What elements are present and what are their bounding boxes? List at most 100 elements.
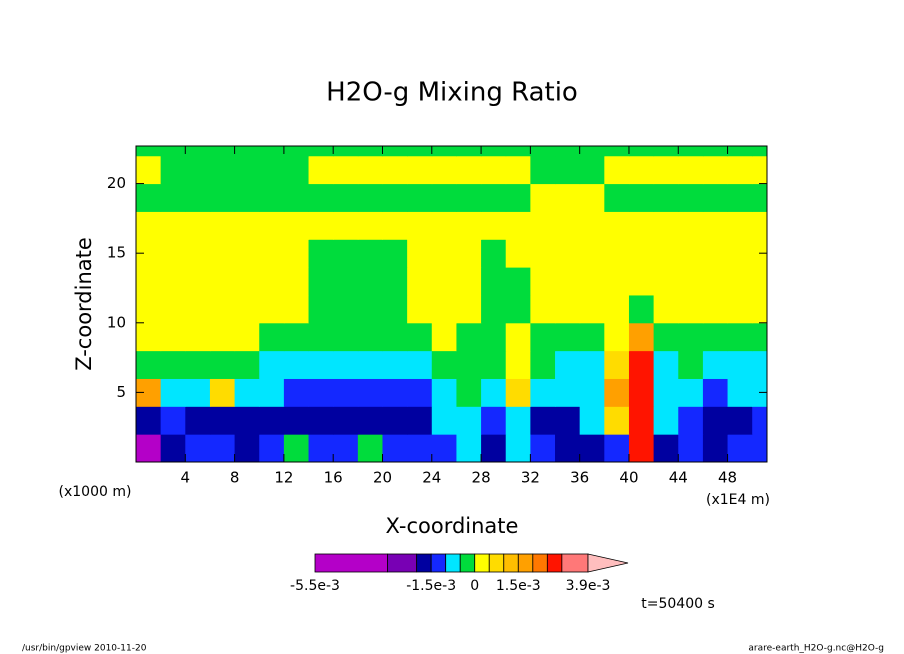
field-cell [702, 146, 729, 157]
field-cell [407, 146, 433, 157]
field-cell [259, 322, 285, 352]
field-cell [702, 406, 729, 435]
field-cell [579, 294, 605, 324]
x-scale-note: (x1E4 m) [706, 492, 770, 508]
field-cell [136, 322, 162, 352]
footer-left: /usr/bin/gpview 2010-11-20 [22, 644, 147, 654]
field-cell [431, 350, 457, 379]
field-cell [653, 146, 679, 157]
field-cell [333, 434, 359, 462]
field-cell [678, 155, 704, 185]
colorbar-segment [474, 553, 490, 573]
field-cell [209, 155, 236, 185]
x-tick-label: 4 [181, 469, 191, 487]
field-cell [185, 267, 211, 296]
field-cell [308, 183, 334, 212]
field-cell [308, 146, 334, 157]
field-cell [579, 155, 605, 185]
field-cell [579, 183, 605, 212]
field-cell [136, 267, 162, 296]
field-cell [209, 267, 236, 296]
field-cell [308, 239, 334, 268]
field-cell [283, 183, 310, 212]
field-cell [628, 378, 655, 407]
field-cell [530, 378, 556, 407]
colorbar-tick-label: 0 [470, 578, 479, 594]
field-cell [727, 146, 753, 157]
field-cell [678, 146, 704, 157]
field-cell [431, 406, 457, 435]
field-cell [555, 434, 581, 462]
field-cell [259, 155, 285, 185]
field-cell [653, 350, 679, 379]
field-cell [628, 434, 655, 462]
field-cell [505, 322, 531, 352]
field-cell [752, 294, 767, 324]
x-tick-label: 32 [521, 469, 540, 487]
field-cell [555, 211, 581, 240]
field-cell [653, 211, 679, 240]
colorbar-segment [430, 553, 447, 573]
field-cell [136, 350, 162, 379]
field-cell [628, 350, 655, 379]
field-cell [431, 322, 457, 352]
colorbar-segment [546, 553, 563, 573]
field-cell [259, 294, 285, 324]
x-axis-label: X-coordinate [386, 514, 519, 538]
field-cell [283, 350, 310, 379]
field-cell [456, 267, 482, 296]
field-cell [136, 406, 162, 435]
colorbar-segment [488, 553, 505, 573]
field-cell [209, 406, 236, 435]
field-cell [727, 378, 753, 407]
field-cell [702, 378, 729, 407]
field-cell [653, 183, 679, 212]
field-cell [259, 239, 285, 268]
field-cell [308, 294, 334, 324]
field-cell [505, 239, 531, 268]
field-cell [604, 350, 630, 379]
field-cell [283, 239, 310, 268]
field-cell [555, 239, 581, 268]
y-tick-label: 10 [107, 313, 126, 331]
field-cell [160, 322, 186, 352]
field-cell [308, 322, 334, 352]
field-cell [530, 183, 556, 212]
field-cell [357, 378, 383, 407]
colorbar-tick-label: -5.5e-3 [290, 578, 340, 594]
field-cell [727, 434, 753, 462]
field-cell [259, 406, 285, 435]
field-cell [702, 211, 729, 240]
field-cell [481, 434, 507, 462]
colorbar-segment [445, 553, 461, 573]
field-cell [357, 294, 383, 324]
field-cell [628, 322, 655, 352]
field-cell [727, 239, 753, 268]
field-cell [431, 267, 457, 296]
field-cell [555, 146, 581, 157]
field-cell [456, 239, 482, 268]
field-cell [283, 378, 310, 407]
field-cell [604, 378, 630, 407]
field-cell [702, 239, 729, 268]
field-cell [555, 406, 581, 435]
field-cell [678, 294, 704, 324]
field-cell [555, 155, 581, 185]
field-cell [357, 211, 383, 240]
field-cell [283, 294, 310, 324]
field-cell [702, 322, 729, 352]
colorbar-segment [387, 553, 418, 573]
field-cell [530, 146, 556, 157]
field-cell [259, 146, 285, 157]
field-cell [505, 211, 531, 240]
field-cell [407, 434, 433, 462]
field-cell [653, 322, 679, 352]
field-cell [752, 211, 767, 240]
x-tick-label: 16 [324, 469, 343, 487]
field-cell [505, 146, 531, 157]
field-cell [283, 406, 310, 435]
field-cell [505, 434, 531, 462]
field-cell [234, 322, 260, 352]
field-cell [136, 434, 162, 462]
x-tick-label: 20 [373, 469, 392, 487]
